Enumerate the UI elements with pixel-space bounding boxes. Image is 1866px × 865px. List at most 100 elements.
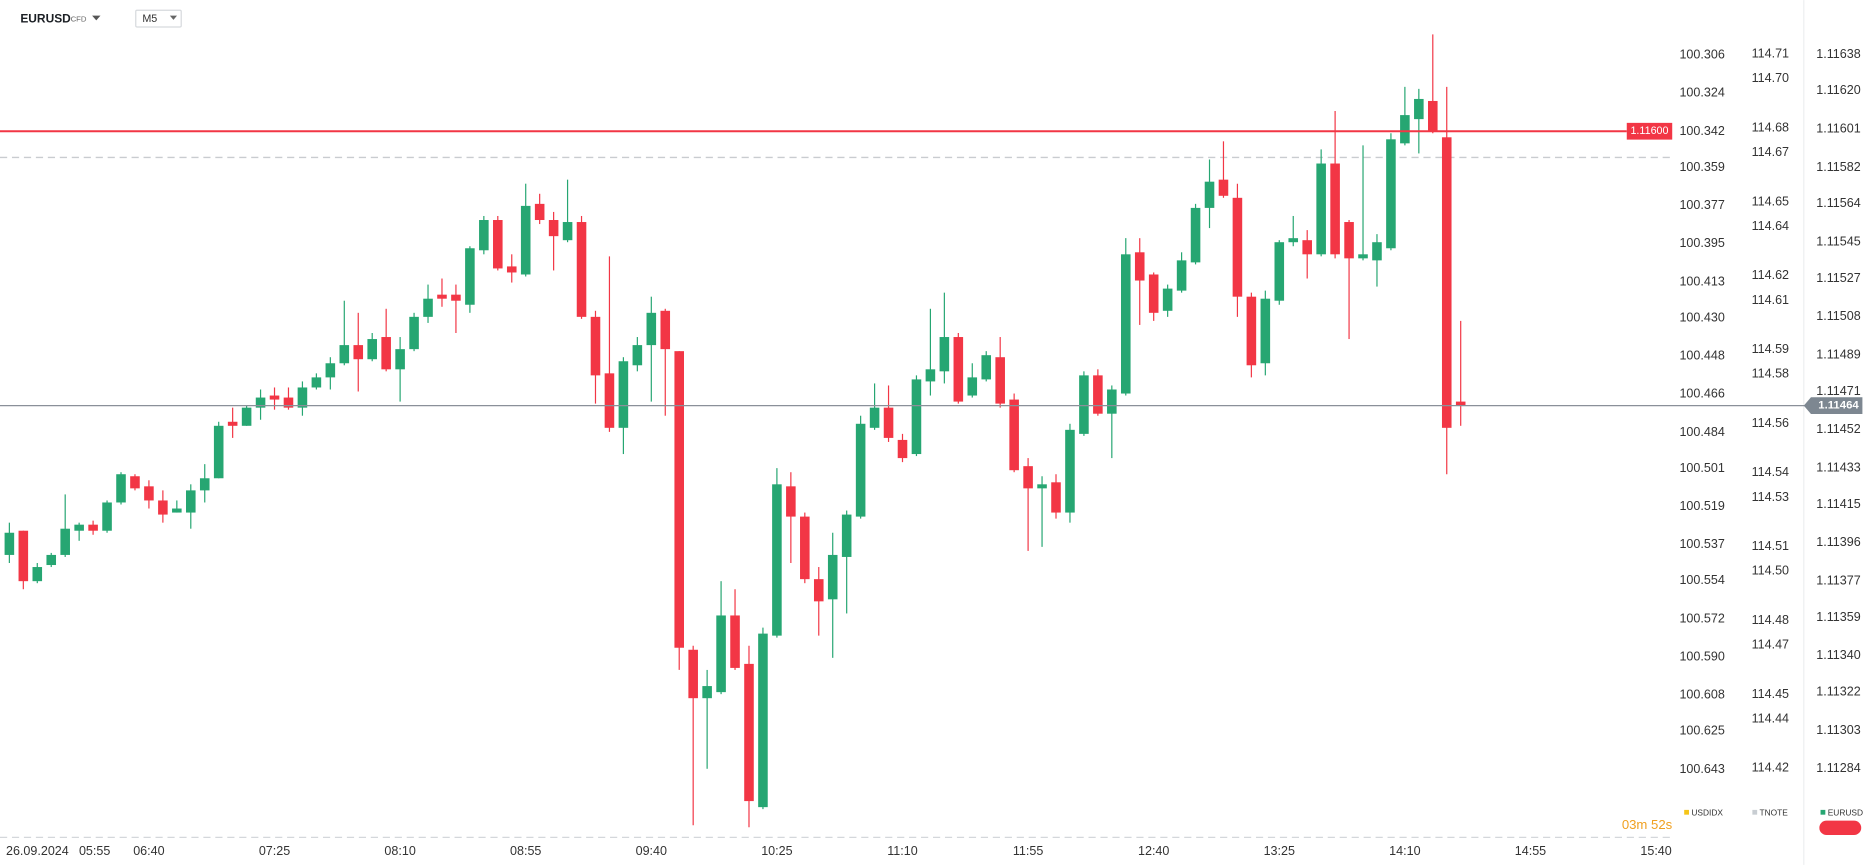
candle-body [367,339,377,360]
y-tick-label: 100.537 [1679,537,1724,551]
candle-body [827,554,838,600]
y-tick-label: 114.65 [1752,194,1789,208]
candle-body [1093,375,1103,414]
eurusd-pill[interactable] [1819,820,1862,836]
candle-body [702,686,712,699]
y-tick-label: 100.395 [1679,236,1724,250]
candle-body [116,474,126,503]
current-price-tag [1803,397,1863,415]
y-tick-label: 100.501 [1679,461,1724,475]
y-tick-label: 114.56 [1752,416,1789,430]
candle-body [506,266,517,273]
y-tick-label: 114.47 [1752,638,1789,652]
candle-body [995,357,1005,404]
x-tick-label: 11:10 [887,844,917,858]
candle-body [925,369,936,382]
y-tick-label: 100.377 [1679,198,1724,212]
y-tick-label: 1.11415 [1816,497,1860,511]
candle-body [102,502,112,531]
timeframe-dropdown-arrow[interactable] [169,15,178,20]
candle-body [1134,252,1145,281]
candle-body [353,345,364,360]
y-tick-label: 100.306 [1679,48,1724,62]
candle-body [1372,242,1382,261]
candle-body [1386,139,1396,249]
candle-body [1344,222,1354,259]
candle-body [604,373,615,428]
candle-body [1455,401,1466,406]
x-tick-label: 13:25 [1264,844,1295,858]
y-tick-label: 114.42 [1752,761,1789,775]
y-tick-label: 1.11545 [1816,235,1860,249]
symbol-dropdown-arrow[interactable] [92,15,101,21]
timeframe-select[interactable] [135,9,182,28]
y-tick-label: 100.554 [1679,573,1724,587]
candle-body [88,524,98,531]
legend-swatch [1684,809,1689,815]
y-tick-label: 100.324 [1679,86,1724,100]
candle-body [1246,296,1257,366]
candle-body [1428,100,1438,132]
current-price-label: 1.11464 [1818,400,1859,412]
candle-body [1358,254,1368,259]
candle-body [562,222,573,241]
candle-body [1065,429,1075,513]
candle-body [325,363,336,378]
y-tick-label: 100.519 [1679,499,1724,513]
y-tick-label: 1.11527 [1816,271,1860,285]
candle-body [813,579,824,602]
instrument-type: CFD [71,14,87,23]
price-line-tag [1626,122,1673,140]
symbol[interactable]: EURUSD [20,11,71,25]
candle-body [437,294,447,299]
y-tick-label: 100.484 [1679,425,1724,439]
candle-body [841,514,852,557]
candle-body [1232,197,1243,297]
y-tick-label: 114.61 [1752,293,1789,307]
candle-body [981,355,992,380]
y-tick-label: 1.11340 [1816,648,1860,662]
candle-body [660,310,671,350]
candle-body [60,528,70,555]
legend-label: TNOTE [1760,808,1789,818]
toolbar: EURUSD CFD M5 [20,9,182,28]
candle-body [4,532,15,555]
y-tick-label: 114.50 [1752,564,1789,578]
timeframe[interactable]: M5 [142,13,157,25]
y-tick-label: 1.11284 [1816,761,1860,775]
y-tick-label: 100.466 [1679,387,1724,401]
candle-body [241,407,252,426]
x-tick-label: 07:25 [259,844,290,858]
countdown: 03m 52s [1622,817,1673,832]
y-tick-label: 100.342 [1679,124,1724,138]
y-tick-label: 100.643 [1679,762,1724,776]
x-tick-label: 10:25 [761,844,792,858]
price-line-label: 1.11600 [1630,125,1668,137]
candle-body [395,349,405,370]
y-tick-label: 1.11638 [1816,47,1860,61]
candle-body [32,567,43,582]
candle-body [1120,254,1131,394]
candle-body [479,220,489,251]
y-tick-label: 114.54 [1752,465,1789,479]
candle-body [1148,274,1159,313]
y-tick-label: 100.448 [1679,349,1724,363]
candle-body [1414,98,1424,120]
candle-body [1274,242,1285,301]
y-tick-label: 114.64 [1752,219,1789,233]
candle-body [534,203,545,221]
candle-body [1023,466,1033,489]
x-tick-label: 14:55 [1515,844,1546,858]
legend-label: EURUSD [1828,808,1863,818]
y-tick-label: 114.51 [1752,539,1789,553]
candle-body [730,615,740,668]
candle-body [800,516,810,580]
y-tick-label: 114.59 [1752,342,1789,356]
x-date-label: 26.09.2024 [6,844,69,858]
y-tick-label: 100.413 [1679,274,1724,288]
candle-body [1441,137,1452,428]
candle-body [339,345,350,364]
y-tick-label: 114.48 [1752,613,1789,627]
y-tick-label: 114.58 [1752,367,1789,381]
